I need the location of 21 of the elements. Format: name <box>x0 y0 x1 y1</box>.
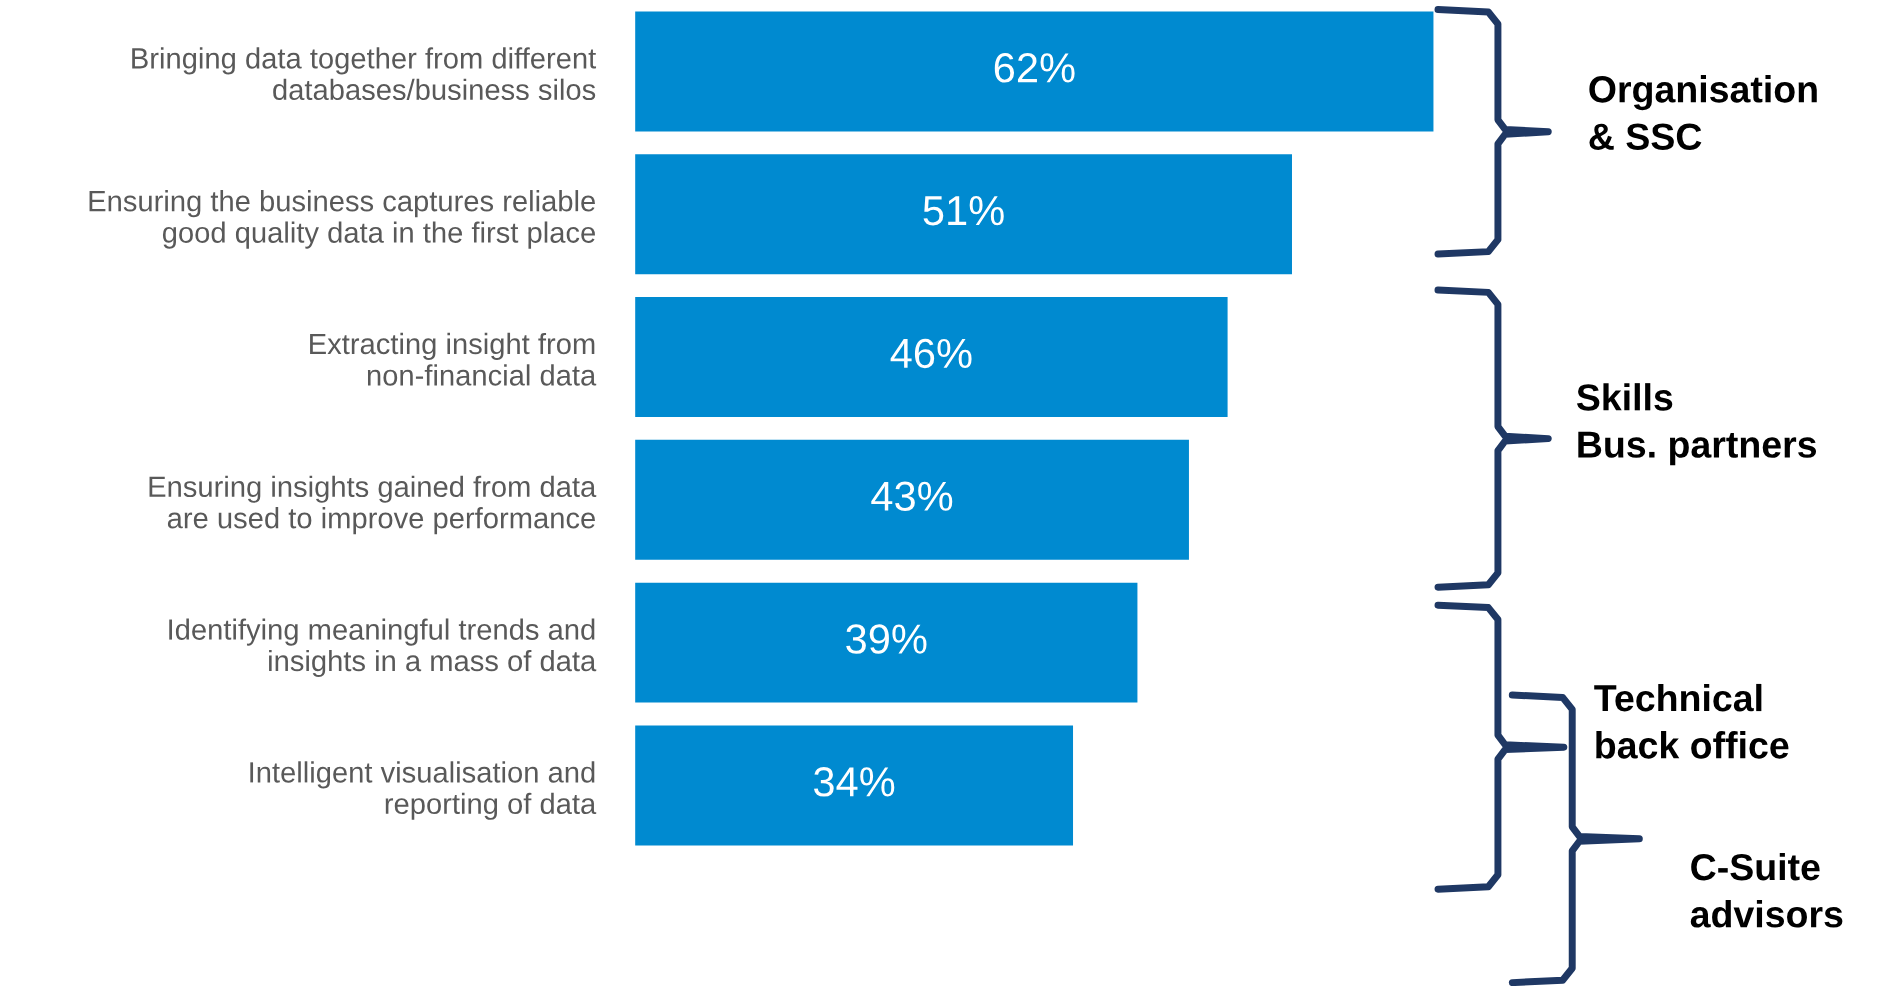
y-tick-label: Identifying meaningful trends and insights in a mass of data <box>169 618 597 678</box>
data-label: 46% <box>890 338 972 369</box>
data-label: 43% <box>871 481 953 511</box>
text: Technical back office <box>1594 683 1789 759</box>
text: Skills Bus. partners <box>1576 383 1817 466</box>
y-tick-label: Extracting insight from non-financial data <box>310 332 597 386</box>
bar <box>635 297 1228 417</box>
text: C-Suite advisors <box>1690 852 1843 928</box>
data-label: 62% <box>994 53 1075 83</box>
y-tick-label: Bringing data together from different databases/business silos <box>132 47 597 101</box>
data-label: 39% <box>846 624 927 654</box>
bar <box>635 439 1189 560</box>
text: Organisation & SSC <box>1589 75 1817 150</box>
y-tick-label: Ensuring the business captures reliable good quality data in the first place <box>89 190 595 249</box>
bar <box>635 582 1138 703</box>
data-label: 51% <box>923 196 1004 226</box>
y-tick-label: Ensuring insights gained from data are used to improve performance <box>149 475 597 535</box>
bar <box>635 725 1074 846</box>
y-tick-label: Intelligent visualisation and reporting of data <box>250 761 597 820</box>
data-label: 34% <box>813 767 895 797</box>
bar <box>635 154 1292 275</box>
